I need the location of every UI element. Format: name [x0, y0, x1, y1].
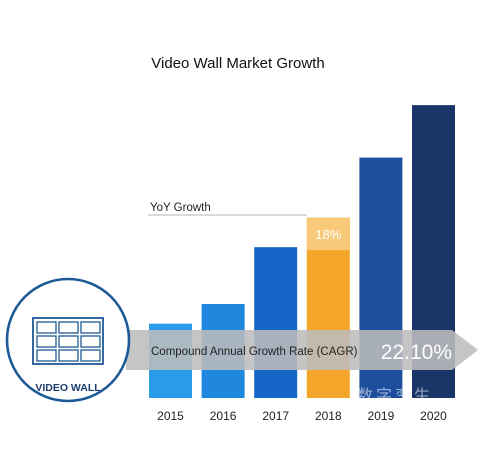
bar-highlight-segment [306, 217, 350, 251]
cagr-label: Compound Annual Growth Rate (CAGR) [151, 346, 358, 358]
x-tick-label: 2017 [262, 409, 289, 423]
yoy-callout: YoY Growth [148, 202, 307, 216]
chart-title: Video Wall Market Growth [151, 55, 324, 72]
cagr-value-label: 22.10% [381, 341, 452, 364]
x-tick-label: 2018 [315, 409, 342, 423]
badge-label: VIDEO WALL [35, 382, 101, 394]
yoy-label: YoY Growth [150, 202, 211, 214]
badge-circle [5, 277, 131, 403]
cagr-arrow-band: Compound Annual Growth Rate (CAGR) 22.10% [126, 330, 478, 370]
x-tick-label: 2015 [157, 409, 184, 423]
highlight-value-label: 18% [315, 227, 341, 242]
video-wall-badge: VIDEO WALL [5, 277, 131, 403]
x-tick-label: 2019 [368, 409, 395, 423]
video-wall-grid-icon [32, 317, 104, 365]
x-tick-label: 2020 [420, 409, 447, 423]
x-tick-label: 2016 [210, 409, 237, 423]
x-tick-labels: 2015 2016 2017 2018 2019 2020 [157, 409, 447, 423]
bar-2017 [254, 247, 298, 398]
watermark-text: 数字孪生 [357, 387, 433, 405]
cagr-arrow-shape [126, 330, 478, 370]
